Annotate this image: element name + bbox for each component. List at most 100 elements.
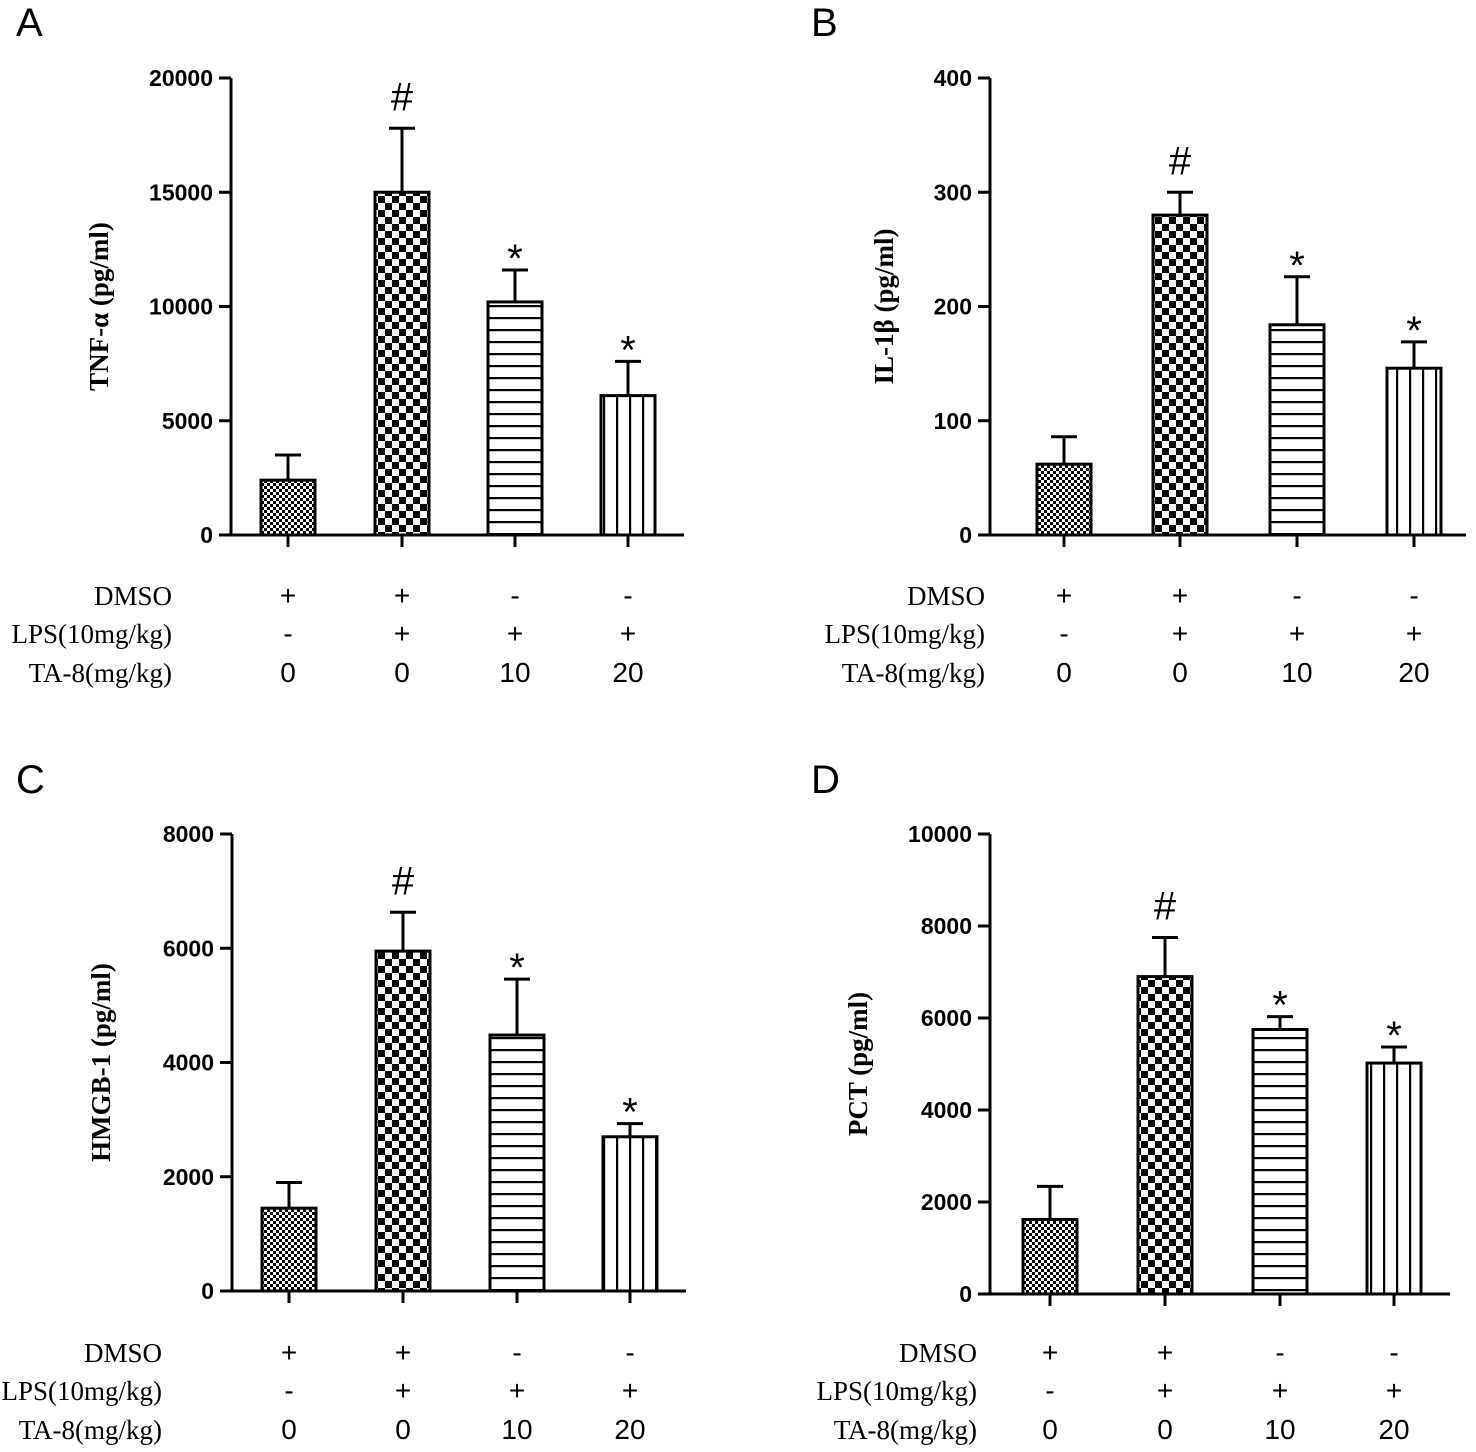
condition-value: 0 bbox=[394, 657, 410, 688]
condition-value: - bbox=[512, 1337, 521, 1368]
condition-value: 0 bbox=[1056, 657, 1072, 688]
condition-value: + bbox=[394, 580, 410, 611]
condition-value: - bbox=[625, 1337, 634, 1368]
condition-value: + bbox=[394, 618, 410, 649]
y-tick-label: 5000 bbox=[162, 408, 213, 434]
condition-value: + bbox=[281, 1337, 297, 1368]
y-tick-label: 15000 bbox=[149, 179, 213, 205]
significance-mark: * bbox=[1289, 244, 1305, 288]
y-tick-label: 2000 bbox=[163, 1164, 214, 1190]
condition-value: + bbox=[1289, 618, 1305, 649]
condition-value: - bbox=[623, 580, 632, 611]
condition-value: 0 bbox=[1042, 1414, 1058, 1445]
condition-row-label: TA-8(mg/kg) bbox=[834, 1415, 977, 1445]
y-tick-label: 20000 bbox=[149, 65, 213, 91]
significance-mark: * bbox=[509, 946, 525, 990]
condition-value: - bbox=[1292, 580, 1301, 611]
significance-mark: # bbox=[392, 859, 415, 903]
condition-row-label: LPS(10mg/kg) bbox=[824, 619, 985, 649]
condition-value: + bbox=[1172, 580, 1188, 611]
condition-value: 20 bbox=[1378, 1414, 1409, 1445]
bar bbox=[374, 949, 432, 1293]
condition-value: + bbox=[1172, 618, 1188, 649]
significance-mark: # bbox=[391, 75, 414, 119]
condition-value: 0 bbox=[395, 1414, 411, 1445]
bar bbox=[260, 1206, 318, 1293]
condition-value: - bbox=[510, 580, 519, 611]
condition-value: - bbox=[1389, 1337, 1398, 1368]
significance-mark: # bbox=[1154, 885, 1177, 929]
y-tick-label: 10000 bbox=[149, 294, 213, 320]
y-tick-label: 2000 bbox=[921, 1189, 972, 1215]
significance-mark: * bbox=[1386, 1014, 1402, 1058]
condition-value: + bbox=[622, 1375, 638, 1406]
condition-value: 10 bbox=[1281, 657, 1312, 688]
y-tick-label: 6000 bbox=[163, 935, 214, 961]
y-tick-label: 200 bbox=[934, 294, 972, 320]
bar bbox=[1251, 1028, 1309, 1296]
condition-row-label: TA-8(mg/kg) bbox=[29, 658, 172, 688]
bar bbox=[1136, 975, 1194, 1296]
condition-row-label: LPS(10mg/kg) bbox=[816, 1376, 977, 1406]
condition-value: + bbox=[620, 618, 636, 649]
y-tick-label: 4000 bbox=[921, 1097, 972, 1123]
condition-value: 20 bbox=[1398, 657, 1429, 688]
panel-letter: B bbox=[811, 1, 838, 45]
condition-row-label: LPS(10mg/kg) bbox=[1, 1376, 162, 1406]
condition-value: + bbox=[1272, 1375, 1288, 1406]
y-axis-label: IL-1β (pg/ml) bbox=[869, 229, 899, 385]
bar bbox=[1365, 1061, 1423, 1296]
significance-mark: * bbox=[507, 237, 523, 281]
condition-value: + bbox=[280, 580, 296, 611]
condition-value: 10 bbox=[1264, 1414, 1295, 1445]
condition-value: + bbox=[1386, 1375, 1402, 1406]
condition-value: - bbox=[1059, 618, 1068, 649]
condition-value: + bbox=[1157, 1337, 1173, 1368]
significance-mark: * bbox=[620, 328, 636, 372]
bar bbox=[1151, 213, 1209, 537]
condition-value: 0 bbox=[1172, 657, 1188, 688]
bar bbox=[1268, 323, 1326, 537]
y-tick-label: 0 bbox=[959, 522, 972, 548]
panel-a: A 0 5000 10000 15000 20000 TNF-α (pg/ml) # * * DMS… bbox=[11, 1, 684, 688]
condition-row-label: DMSO bbox=[899, 1338, 977, 1368]
bar bbox=[1035, 462, 1093, 537]
bar bbox=[599, 394, 657, 537]
condition-value: + bbox=[1056, 580, 1072, 611]
condition-value: + bbox=[507, 618, 523, 649]
significance-mark: * bbox=[622, 1091, 638, 1135]
condition-value: 10 bbox=[499, 657, 530, 688]
y-tick-label: 8000 bbox=[921, 913, 972, 939]
condition-value: + bbox=[395, 1375, 411, 1406]
y-tick-label: 0 bbox=[959, 1281, 972, 1307]
bar bbox=[486, 300, 544, 537]
bar bbox=[1021, 1217, 1079, 1296]
significance-mark: * bbox=[1272, 984, 1288, 1028]
condition-value: 0 bbox=[1157, 1414, 1173, 1445]
bar bbox=[373, 190, 431, 537]
y-tick-label: 10000 bbox=[908, 821, 972, 847]
condition-value: - bbox=[283, 618, 292, 649]
condition-value: + bbox=[395, 1337, 411, 1368]
condition-value: - bbox=[1045, 1375, 1054, 1406]
y-tick-label: 4000 bbox=[163, 1050, 214, 1076]
condition-value: - bbox=[1409, 580, 1418, 611]
bar bbox=[601, 1135, 659, 1293]
bar bbox=[488, 1033, 546, 1293]
significance-mark: # bbox=[1169, 139, 1192, 183]
condition-value: + bbox=[1157, 1375, 1173, 1406]
y-tick-label: 300 bbox=[934, 179, 972, 205]
y-axis-label: TNF-α (pg/ml) bbox=[84, 222, 114, 391]
y-tick-label: 0 bbox=[200, 522, 213, 548]
condition-row-label: DMSO bbox=[84, 1338, 162, 1368]
y-tick-label: 8000 bbox=[163, 821, 214, 847]
condition-value: + bbox=[1042, 1337, 1058, 1368]
y-tick-label: 6000 bbox=[921, 1005, 972, 1031]
y-axis-label: HMGB-1 (pg/ml) bbox=[86, 963, 116, 1162]
condition-row-label: DMSO bbox=[94, 581, 172, 611]
condition-value: 20 bbox=[612, 657, 643, 688]
